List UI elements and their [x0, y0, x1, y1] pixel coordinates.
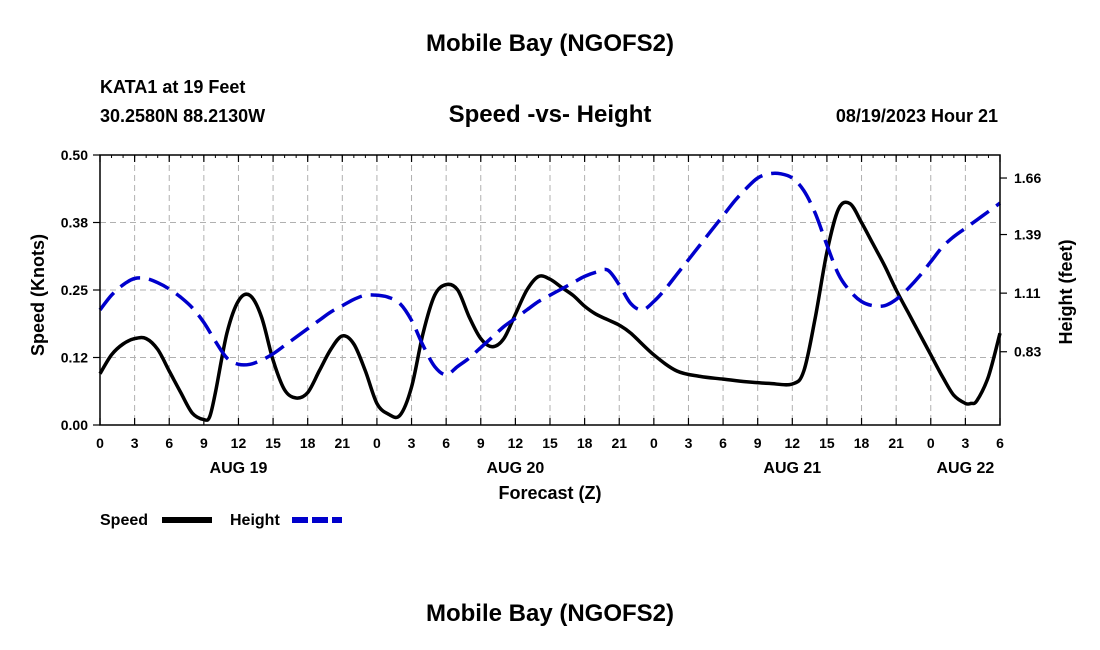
y2-tick-label: 0.83: [1014, 344, 1041, 360]
legend: Speed Height: [100, 512, 342, 529]
x-tick-label: 6: [442, 435, 450, 451]
x-tick-label: 18: [577, 435, 593, 451]
forecast-timestamp: 08/19/2023 Hour 21: [835, 106, 998, 126]
x-tick-label: 0: [650, 435, 658, 451]
series-layer: [98, 171, 1002, 422]
x-tick-label: 15: [819, 435, 835, 451]
series-line-speed: [98, 200, 1002, 422]
day-label: AUG 22: [936, 460, 994, 477]
x-tick-label: 6: [719, 435, 727, 451]
label-layer: 0 3 6 9 12 15 18 21 0 3 6 9 12 15 18 21 0 3 6 9 12 15 18 21 0 3 6 0…: [28, 147, 1076, 503]
x-tick-label: 21: [888, 435, 904, 451]
x-tick-label: 9: [754, 435, 762, 451]
y2-tick-label: 1.39: [1014, 227, 1041, 243]
chart-subtitle: Speed -vs- Height: [448, 101, 652, 128]
y-tick-label: 0.12: [61, 350, 88, 366]
y-tick-label: 0.25: [61, 282, 88, 298]
y-axis-title: Speed (Knots): [28, 234, 48, 356]
day-label: AUG 20: [486, 460, 544, 477]
x-tick-label: 12: [508, 435, 524, 451]
y2-tick-label: 1.66: [1014, 170, 1041, 186]
x-tick-label: 12: [231, 435, 247, 451]
x-tick-label: 3: [685, 435, 693, 451]
x-tick-label: 18: [854, 435, 870, 451]
page-title-repeat: Mobile Bay (NGOFS2): [425, 600, 675, 627]
y2-tick-label: 1.11: [1014, 285, 1041, 301]
day-label: AUG 21: [763, 460, 821, 477]
x-tick-label: 12: [785, 435, 801, 451]
x-tick-label: 0: [927, 435, 935, 451]
x-tick-label: 9: [200, 435, 208, 451]
x-tick-label: 15: [265, 435, 281, 451]
x-tick-label: 0: [373, 435, 381, 451]
x-tick-label: 21: [611, 435, 627, 451]
coordinates-label: 30.2580N 88.2130W: [100, 106, 266, 126]
x-axis-title: Forecast (Z): [498, 483, 601, 503]
y2-axis-title: Height (feet): [1056, 240, 1076, 345]
series-line-height: [98, 171, 1002, 377]
y-tick-label: 0.00: [61, 417, 88, 433]
day-label: AUG 19: [210, 460, 268, 477]
x-tick-label: 15: [542, 435, 558, 451]
x-tick-label: 18: [300, 435, 316, 451]
x-tick-label: 21: [335, 435, 351, 451]
x-tick-label: 3: [408, 435, 416, 451]
legend-label-speed: Speed: [100, 512, 148, 529]
grid-layer: [100, 155, 1000, 425]
x-tick-label: 6: [996, 435, 1004, 451]
x-tick-label: 3: [961, 435, 969, 451]
y-tick-label: 0.38: [61, 215, 88, 231]
y-tick-label: 0.50: [61, 147, 88, 163]
x-tick-label: 9: [477, 435, 485, 451]
station-label: KATA1 at 19 Feet: [100, 77, 246, 97]
x-tick-label: 0: [96, 435, 104, 451]
tick-layer: [93, 154, 1007, 426]
legend-label-height: Height: [230, 512, 280, 529]
x-tick-label: 6: [165, 435, 173, 451]
page-title: Mobile Bay (NGOFS2): [425, 30, 675, 57]
x-tick-label: 3: [131, 435, 139, 451]
